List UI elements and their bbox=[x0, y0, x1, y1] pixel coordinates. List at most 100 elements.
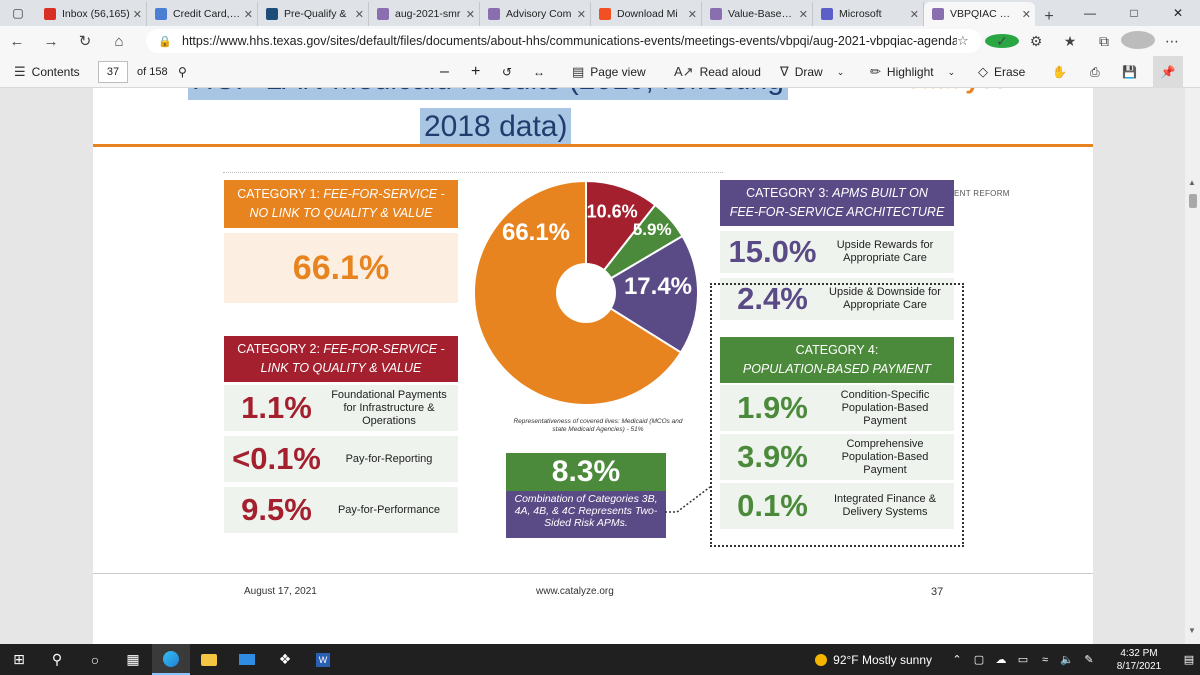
tab-label: Value-Based P bbox=[728, 8, 796, 20]
fit-page-icon[interactable]: ↔ bbox=[533, 65, 545, 79]
profile-avatar[interactable] bbox=[1121, 30, 1155, 52]
refresh-icon[interactable]: ↻ bbox=[78, 33, 92, 50]
lock-icon[interactable]: 🔒 bbox=[158, 35, 172, 48]
minimize-icon[interactable]: — bbox=[1084, 6, 1096, 20]
window-controls: — □ ✕ bbox=[1068, 0, 1200, 26]
print-icon[interactable]: ⎙ bbox=[1090, 64, 1100, 79]
weather-sun-icon bbox=[815, 654, 828, 667]
eraser-icon: ◇ bbox=[978, 64, 988, 79]
scrollbar-thumb[interactable] bbox=[1189, 194, 1197, 208]
task-view-icon[interactable]: ▦ bbox=[126, 651, 140, 667]
favorites-icon[interactable]: ★ bbox=[1063, 32, 1077, 49]
catalyst-logo: catalyst bbox=[906, 88, 1003, 95]
read-aloud-label: Read aloud bbox=[699, 65, 761, 79]
zoom-in-icon[interactable]: + bbox=[471, 63, 481, 80]
windows-start-icon[interactable]: ⊞ bbox=[13, 651, 25, 667]
notifications-icon[interactable]: ▤ bbox=[1183, 654, 1195, 666]
favorite-star-icon[interactable]: ☆ bbox=[957, 33, 969, 48]
save-icon[interactable]: 💾 bbox=[1122, 65, 1137, 79]
vertical-scrollbar[interactable]: ▲ ▼ bbox=[1185, 88, 1200, 644]
cat3-header-subtitle: FEE-FOR-SERVICE ARCHITECTURE bbox=[729, 205, 945, 219]
rotate-icon[interactable]: ↺ bbox=[502, 65, 513, 79]
address-bar-row: ← → ↻ ⌂ 🔒 https://www.hhs.texas.gov/site… bbox=[0, 26, 1200, 56]
chevron-up-icon[interactable]: ⌃ bbox=[952, 654, 962, 666]
cat2-row: <0.1% Pay-for-Reporting bbox=[224, 436, 458, 482]
page-view-button[interactable]: ▤ Page view bbox=[572, 56, 646, 88]
highlight-button[interactable]: ✏ Highlight ⌄ bbox=[870, 56, 955, 88]
browser-tab[interactable]: Download Mi ✕ bbox=[591, 2, 702, 26]
browser-tab[interactable]: Inbox (56,165) ✕ bbox=[36, 2, 147, 26]
tab-close-icon[interactable]: ✕ bbox=[909, 8, 919, 21]
pen-icon[interactable]: ✎ bbox=[1084, 654, 1094, 666]
footer-date: August 17, 2021 bbox=[244, 586, 317, 597]
windows-taskbar: ⊞ ⚲ ○ ▦ ❖ W 92°F Mostly sunny ⌃ ▢ ☁ ▭ ≈ … bbox=[0, 644, 1200, 675]
highlight-chevron-down-icon[interactable]: ⌄ bbox=[947, 66, 956, 77]
wifi-icon[interactable]: ≈ bbox=[1041, 653, 1049, 666]
browser-tab[interactable]: Microsoft ✕ bbox=[813, 2, 924, 26]
page-number-input[interactable]: 37 bbox=[98, 61, 128, 83]
tab-close-icon[interactable]: ✕ bbox=[243, 8, 253, 21]
url-text[interactable]: https://www.hhs.texas.gov/sites/default/… bbox=[182, 34, 957, 48]
search-icon[interactable]: ⚲ bbox=[51, 651, 63, 667]
device-icon[interactable]: ▢ bbox=[973, 654, 985, 666]
onedrive-cloud-icon[interactable]: ☁ bbox=[995, 654, 1007, 666]
tab-close-icon[interactable]: ✕ bbox=[798, 8, 808, 21]
word-icon[interactable]: W bbox=[304, 644, 342, 675]
tab-label: Pre-Qualify & bbox=[284, 8, 347, 20]
collections-icon[interactable]: ⧉ bbox=[1099, 32, 1109, 49]
dropbox-icon[interactable]: ❖ bbox=[278, 651, 292, 667]
scroll-down-icon[interactable]: ▼ bbox=[1188, 626, 1196, 635]
tab-close-icon[interactable]: ✕ bbox=[687, 8, 697, 21]
cortana-icon[interactable]: ○ bbox=[90, 651, 100, 668]
forward-icon[interactable]: → bbox=[43, 32, 59, 50]
cat4-header-subtitle: POPULATION-BASED PAYMENT bbox=[742, 362, 932, 376]
tab-close-icon[interactable]: ✕ bbox=[465, 8, 475, 21]
edge-browser-icon[interactable] bbox=[152, 644, 190, 675]
browser-tab[interactable]: VBPQIAC Mas ✕ bbox=[924, 2, 1035, 26]
browser-tab[interactable]: Advisory Com ✕ bbox=[480, 2, 591, 26]
browser-tab[interactable]: aug-2021-smr ✕ bbox=[369, 2, 480, 26]
extensions-puzzle-icon[interactable]: ⚙ bbox=[1029, 32, 1043, 49]
clock[interactable]: 4:32 PM 8/17/2021 bbox=[1100, 647, 1178, 673]
read-aloud-button[interactable]: A↗ Read aloud bbox=[674, 56, 761, 88]
erase-button[interactable]: ◇ Erase bbox=[978, 56, 1025, 88]
new-tab-button[interactable]: + bbox=[1044, 8, 1054, 25]
search-icon[interactable]: ⚲ bbox=[178, 65, 187, 79]
cat4-row: 0.1% Integrated Finance & Delivery System… bbox=[720, 483, 954, 529]
tab-close-icon[interactable]: ✕ bbox=[1021, 8, 1031, 21]
draw-chevron-down-icon[interactable]: ⌄ bbox=[836, 66, 845, 77]
scroll-up-icon[interactable]: ▲ bbox=[1188, 178, 1196, 187]
touch-write-icon[interactable]: ✋ bbox=[1052, 65, 1067, 79]
close-window-icon[interactable]: ✕ bbox=[1172, 6, 1184, 20]
extension-check-icon[interactable]: ✓ bbox=[985, 33, 1019, 49]
cat1-header: CATEGORY 1: FEE-FOR-SERVICE - NO LINK TO… bbox=[224, 180, 458, 228]
tab-favicon-icon bbox=[710, 8, 722, 20]
file-explorer-icon[interactable] bbox=[190, 644, 228, 675]
url-field[interactable]: 🔒 https://www.hhs.texas.gov/sites/defaul… bbox=[146, 29, 981, 53]
next-pdf-page bbox=[93, 626, 1093, 644]
browser-tab[interactable]: Value-Based P ✕ bbox=[702, 2, 813, 26]
home-icon[interactable]: ⌂ bbox=[114, 32, 124, 50]
pie-note: Representativeness of covered lives: Med… bbox=[513, 418, 683, 433]
mail-icon[interactable] bbox=[228, 644, 266, 675]
settings-more-icon[interactable]: ⋯ bbox=[1165, 32, 1179, 49]
browser-tab[interactable]: Credit Card, M ✕ bbox=[147, 2, 258, 26]
zoom-out-icon[interactable]: – bbox=[440, 63, 449, 80]
pin-toolbar-icon[interactable]: 📌 bbox=[1153, 56, 1183, 88]
draw-button[interactable]: ∇ Draw ⌄ bbox=[780, 56, 844, 88]
tab-close-icon[interactable]: ✕ bbox=[354, 8, 364, 21]
cat4-row: 1.9% Condition-Specific Population-Based … bbox=[720, 385, 954, 431]
weather-widget[interactable]: 92°F Mostly sunny bbox=[815, 653, 932, 667]
maximize-icon[interactable]: □ bbox=[1130, 6, 1138, 20]
tab-close-icon[interactable]: ✕ bbox=[576, 8, 586, 21]
contents-button[interactable]: ☰ Contents bbox=[14, 56, 80, 88]
back-icon[interactable]: ← bbox=[9, 32, 25, 50]
browser-tab[interactable]: Pre-Qualify & ✕ bbox=[258, 2, 369, 26]
cat4-row: 3.9% Comprehensive Population-Based Payme… bbox=[720, 434, 954, 480]
tab-close-icon[interactable]: ✕ bbox=[132, 8, 142, 21]
clock-date: 8/17/2021 bbox=[1116, 660, 1162, 672]
tab-actions-icon[interactable]: ▢ bbox=[12, 6, 24, 20]
pdf-document-area[interactable]: HCP-LAN Medicaid Results (2019, reflecti… bbox=[0, 88, 1185, 644]
battery-icon[interactable]: ▭ bbox=[1017, 654, 1029, 666]
volume-icon[interactable]: 🔈 bbox=[1060, 654, 1074, 666]
